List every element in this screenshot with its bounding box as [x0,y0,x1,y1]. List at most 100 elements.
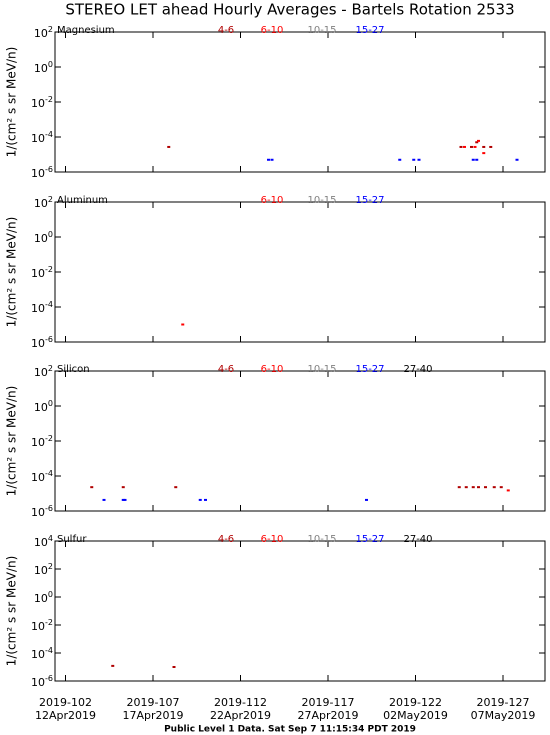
y-tick-base: 10 [34,197,48,210]
x-tick-label: 2019-107 [127,696,180,709]
data-point [102,498,106,501]
data-point [492,486,496,489]
data-point [482,152,486,155]
legend-entry: 15-27 [355,195,384,206]
y-axis-title: 1/(cm² s sr MeV/n) [5,47,19,158]
y-tick-base: 10 [31,506,45,519]
y-tick-exponent: 4 [48,534,53,543]
data-point [470,145,473,148]
legend-entry: 15-27 [355,534,384,545]
y-tick-exponent: -2 [45,95,53,104]
y-tick-base: 10 [31,436,45,449]
x-tick-label: 2019-117 [302,696,355,709]
y-tick-label: 10-2 [31,618,53,634]
y-tick-base: 10 [34,366,48,379]
data-point [459,145,463,148]
data-point [477,139,480,142]
data-point [267,158,270,161]
y-tick-base: 10 [31,648,45,661]
y-tick-label: 102 [34,562,53,578]
y-tick-exponent: -6 [45,504,53,513]
x-tick-date: 07May2019 [471,709,536,722]
legend-entry: 10-15 [307,534,336,545]
data-point [181,323,185,326]
plot-frame [54,201,546,343]
y-tick-label: 100 [34,230,53,246]
data-point [172,666,176,668]
y-tick-exponent: -4 [45,300,53,309]
plot-frame [54,370,546,512]
data-point [475,158,479,161]
y-tick-label: 10-2 [31,265,53,281]
y-tick-exponent: -6 [45,165,53,174]
data-point [121,486,125,489]
y-tick-label: 10-4 [31,469,53,485]
y-tick-exponent: -2 [45,434,53,443]
y-tick-label: 10-6 [31,504,53,520]
y-tick-exponent: -2 [45,265,53,274]
y-axis-title: 1/(cm² s sr MeV/n) [5,556,19,667]
y-tick-label: 100 [34,399,53,415]
y-tick-label: 102 [34,195,53,211]
data-point [473,145,477,148]
y-tick-label: 10-6 [31,165,53,181]
y-tick-exponent: 0 [48,590,53,599]
y-tick-exponent: -4 [45,646,53,655]
y-tick-base: 10 [34,401,48,414]
y-tick-base: 10 [31,97,45,110]
y-tick-base: 10 [34,62,48,75]
x-tick-date: 12Apr2019 [35,709,96,722]
legend-entry: 4-6 [218,25,234,36]
legend-entry: 15-27 [355,25,384,36]
plot-frame [54,31,546,173]
y-tick-exponent: 2 [48,25,53,34]
y-tick-label: 10-2 [31,434,53,450]
data-point [477,486,480,489]
data-point [482,145,486,148]
data-point [365,498,368,501]
legend-entry: 6-10 [261,25,284,36]
y-tick-base: 10 [34,592,48,605]
data-point [464,486,468,489]
legend-entry: 15-27 [355,364,384,375]
legend-entry: 10-15 [307,25,336,36]
legend-entry: 6-10 [261,195,284,206]
y-tick-label: 100 [34,590,53,606]
data-point [417,158,421,161]
data-point [515,158,519,161]
data-point [123,498,127,501]
panel-label: Sulfur [57,534,87,545]
panel-label: Aluminum [57,195,108,206]
y-tick-base: 10 [31,167,45,180]
y-tick-label: 10-4 [31,130,53,146]
data-point [270,158,274,161]
x-tick-label: 2019-112 [214,696,267,709]
legend-entry: 10-15 [307,364,336,375]
y-tick-base: 10 [34,27,48,40]
y-tick-exponent: 2 [48,562,53,571]
data-point [475,141,479,144]
x-tick-label: 2019-122 [389,696,442,709]
y-tick-label: 102 [34,364,53,380]
legend-entry: 4-6 [218,534,234,545]
data-point [111,664,115,667]
y-tick-base: 10 [34,536,48,549]
y-tick-label: 100 [34,60,53,76]
y-axis-title: 1/(cm² s sr MeV/n) [5,386,19,497]
y-tick-label: 10-6 [31,335,53,351]
data-point [484,486,487,489]
data-point [167,145,171,148]
y-tick-exponent: 0 [48,399,53,408]
x-tick-date: 27Apr2019 [297,709,358,722]
y-tick-label: 102 [34,25,53,41]
y-tick-exponent: 0 [48,230,53,239]
data-point [90,486,94,489]
y-axis-title: 1/(cm² s sr MeV/n) [5,217,19,328]
y-tick-exponent: 2 [48,195,53,204]
panel-label: Silicon [57,364,90,375]
data-point [204,498,207,501]
x-tick-date: 22Apr2019 [210,709,271,722]
legend-entry: 6-10 [261,364,284,375]
x-tick-label: 2019-102 [39,696,92,709]
